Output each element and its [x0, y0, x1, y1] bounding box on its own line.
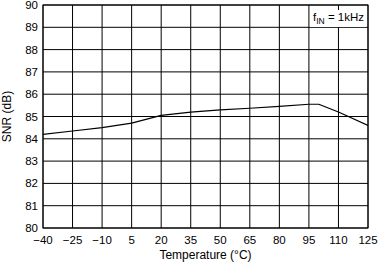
y-grid-line	[43, 116, 368, 117]
y-grid-line	[43, 49, 368, 50]
plot-frame	[43, 5, 368, 228]
x-tick-label: 95	[303, 234, 316, 246]
y-tick-label: 82	[25, 177, 38, 189]
y-grid-line	[43, 161, 368, 162]
annotation-subscript: IN	[316, 16, 325, 26]
x-tick-label: −40	[33, 234, 53, 246]
series-group	[43, 104, 368, 134]
x-tick-label: 80	[273, 234, 286, 246]
y-grid-line	[43, 94, 368, 95]
chart: −40 −25 −10 5 20 35 50 65 80 95 110 125 80 81 82 83 84 85…	[0, 0, 378, 262]
y-tick-label: 80	[25, 222, 38, 234]
x-tick-label: 50	[214, 234, 227, 246]
annotation-rest: = 1kHz	[325, 11, 365, 23]
y-tick-label: 89	[25, 21, 38, 33]
y-grid-line	[43, 205, 368, 206]
y-tick-label: 85	[25, 111, 38, 123]
y-grid-line	[43, 71, 368, 72]
y-axis-label: SNR (dB)	[0, 91, 14, 142]
x-tick-label: 110	[329, 234, 347, 246]
y-tick-label: 86	[25, 88, 38, 100]
x-tick-label: 35	[184, 234, 197, 246]
y-grid-line	[43, 183, 368, 184]
annotation: fIN = 1kHz	[313, 11, 364, 26]
y-tick-label: 90	[25, 0, 38, 11]
x-tick-label: 65	[243, 234, 256, 246]
y-tick-label: 83	[25, 155, 38, 167]
y-tick-label: 87	[25, 66, 38, 78]
x-tick-label: −25	[63, 234, 83, 246]
y-tick-label: 88	[25, 44, 38, 56]
snr-line	[43, 104, 368, 134]
x-axis-label: Temperature (°C)	[159, 248, 251, 262]
x-tick-label: 125	[358, 234, 377, 246]
y-tick-label: 81	[25, 200, 38, 212]
annotation-background	[310, 10, 366, 27]
y-grid-line	[43, 138, 368, 139]
x-tick-label: 20	[155, 234, 168, 246]
x-tick-label: 5	[128, 234, 134, 246]
x-tick-label: −10	[92, 234, 112, 246]
y-tick-label: 84	[25, 133, 38, 145]
